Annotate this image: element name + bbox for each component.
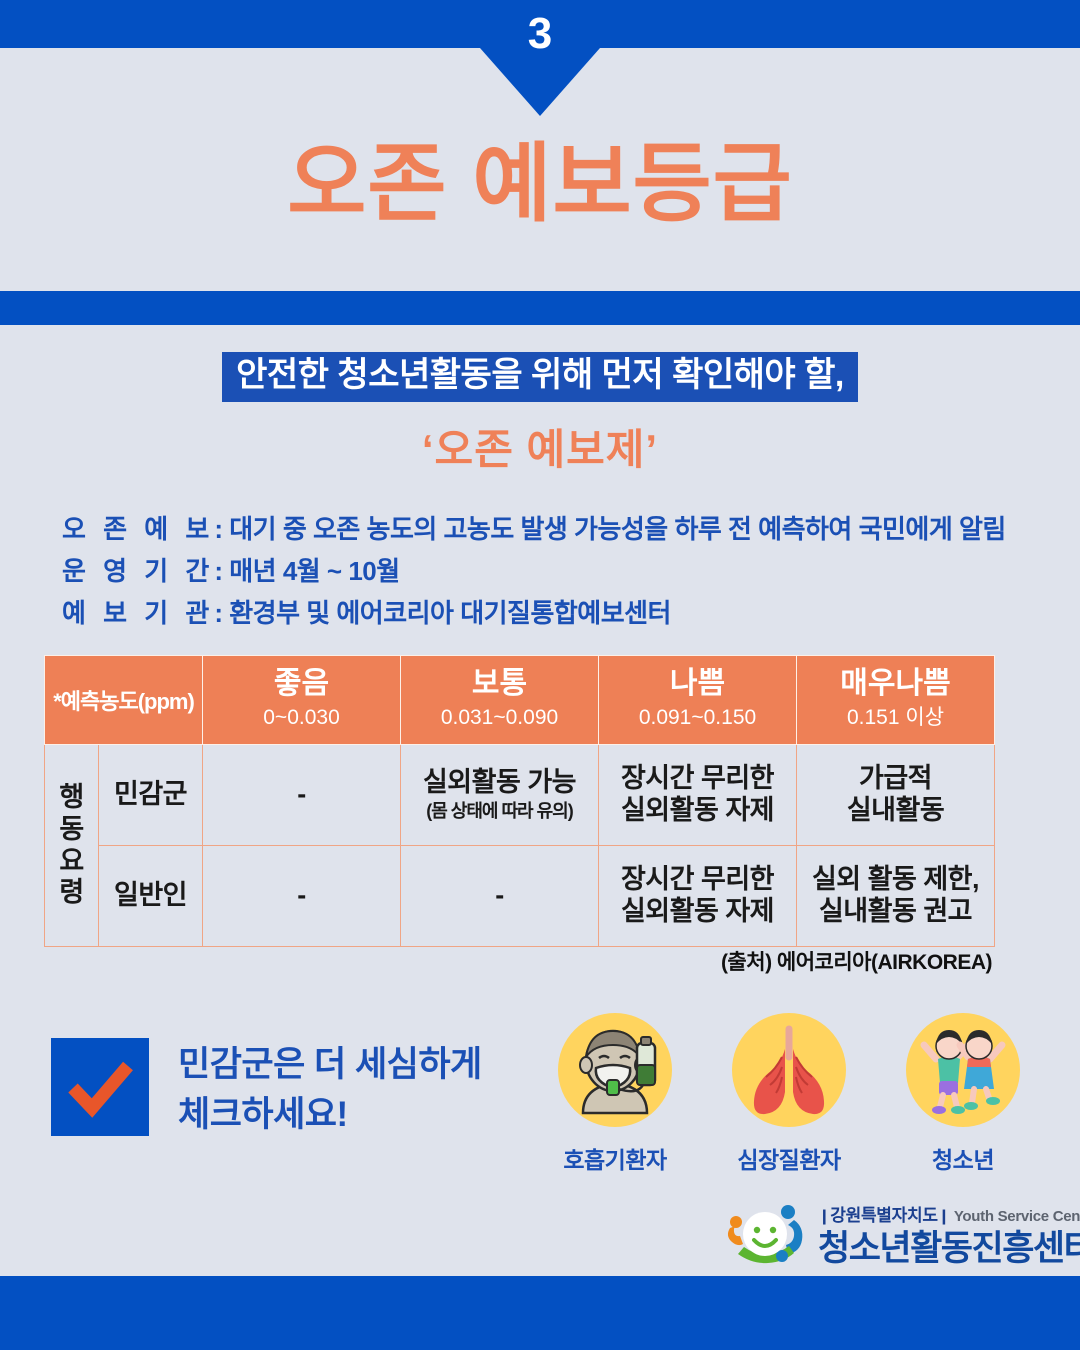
- description-label: 오 존 예 보: [62, 514, 215, 544]
- cell-general-bad: 장시간 무리한 실외활동 자제: [598, 845, 797, 947]
- row-group-char: 령: [59, 877, 84, 908]
- description-value: 대기 중 오존 농도의 고농도 발생 가능성을 하루 전 예측하여 국민에게 알…: [229, 514, 1006, 544]
- table-row: 일반인 - - 장시간 무리한 실외활동 자제 실외 활동 제한, 실내활동 권고: [45, 845, 995, 947]
- description-value: 환경부 및 에어코리아 대기질통합예보센터: [229, 598, 671, 629]
- page-title: 오존 예보등급: [287, 136, 793, 232]
- respiratory-patient-icon: [579, 1029, 657, 1115]
- cell-sub-text: (몸 상태에 따라 유의): [426, 801, 573, 822]
- cell-general-good: -: [202, 845, 401, 947]
- logo-pipe-right: ❙: [937, 1207, 951, 1225]
- icon-circle-background: [732, 1013, 846, 1127]
- sensitive-group-item: 심장질환자: [714, 1013, 864, 1175]
- description-line: 운 영 기 간: 매년 4월 ~ 10월: [62, 550, 1062, 592]
- cell-main-text: -: [495, 880, 504, 911]
- cell-main-text: -: [297, 880, 306, 911]
- callout-line-2: 체크하세요!: [178, 1094, 348, 1134]
- logo-english: Youth Service Center: [953, 1207, 1080, 1225]
- description-block: 오 존 예 보: 대기 중 오존 농도의 고농도 발생 가능성을 하루 전 예측…: [62, 508, 1062, 634]
- logo-region: 강원특별자치도: [830, 1205, 938, 1225]
- step-number: 3: [527, 9, 553, 58]
- cell-sensitive-good: -: [202, 744, 401, 846]
- sensitive-group-item: 청소년: [888, 1013, 1038, 1175]
- logo-organization: 청소년활동진흥센터: [818, 1228, 1080, 1268]
- youth-children-icon: [920, 1030, 1006, 1114]
- description-label: 운 영 기 간: [62, 556, 215, 587]
- ozone-forecast-table: *예측농도(ppm) 좋음 0~0.030 보통 0.031~0.090 나쁨 …: [44, 655, 995, 947]
- cell-general-moderate: -: [400, 845, 599, 947]
- youth-center-logo-icon: [727, 1205, 803, 1264]
- sensitive-group-label: 청소년: [932, 1147, 994, 1173]
- row-group-char: 요: [59, 845, 84, 876]
- divider-blue-bar: [0, 291, 1080, 325]
- grade-range: 0~0.030: [263, 705, 340, 729]
- table-row: 행 동 요 령 민감군 - 실외활동 가능 (몸 상태에 따라 유의) 장시간 …: [44, 744, 995, 947]
- cell-sensitive-moderate: 실외활동 가능 (몸 상태에 따라 유의): [400, 744, 599, 846]
- table-corner-label: *예측농도(ppm): [44, 655, 203, 745]
- subtitle-quote: ‘오존 예보제’: [421, 425, 659, 473]
- grade-name: 보통: [471, 667, 528, 700]
- row-group-label: 행 동 요 령: [44, 744, 99, 947]
- row-label-sensitive: 민감군: [98, 744, 203, 846]
- table-source-note: (출처) 에어코리아(AIRKOREA): [720, 951, 993, 974]
- column-header-good: 좋음 0~0.030: [202, 655, 401, 745]
- description-colon: :: [214, 556, 230, 587]
- logo-text-block: ❙강원특별자치도❙ Youth Service Center 청소년활동진흥센터: [818, 1207, 1080, 1266]
- cell-main-text: -: [297, 779, 306, 810]
- lungs-icon: [753, 1025, 825, 1115]
- row-label-general: 일반인: [98, 845, 203, 947]
- sensitive-group-icons: 호흡기환자 심장질환자: [540, 1013, 1040, 1175]
- callout-text: 민감군은 더 세심하게 체크하세요!: [178, 1040, 482, 1139]
- grade-range: 0.151 이상: [846, 705, 945, 729]
- cell-main-text: 실외활동 가능: [422, 767, 577, 798]
- grade-range: 0.031~0.090: [440, 705, 559, 729]
- cell-sensitive-very-bad: 가급적 실내활동: [796, 744, 995, 846]
- row-group-char: 동: [59, 813, 84, 844]
- column-header-moderate: 보통 0.031~0.090: [400, 655, 599, 745]
- grade-range: 0.091~0.150: [638, 705, 757, 729]
- description-colon: :: [214, 514, 230, 544]
- logo-pipe-left: ❙: [818, 1207, 831, 1225]
- cell-main-text: 실외 활동 제한, 실내활동 권고: [811, 864, 980, 926]
- cell-main-text: 장시간 무리한 실외활동 자제: [620, 763, 775, 825]
- top-blue-bar: [0, 0, 1080, 48]
- grade-name: 매우나쁨: [840, 667, 951, 700]
- icon-circle-background: [906, 1013, 1020, 1127]
- description-label: 예 보 기 관: [62, 598, 215, 629]
- step-pennant: 3: [480, 12, 600, 116]
- column-header-bad: 나쁨 0.091~0.150: [598, 655, 797, 745]
- cell-main-text: 장시간 무리한 실외활동 자제: [620, 864, 775, 926]
- pennant-shape: [480, 48, 600, 116]
- subtitle-block: 안전한 청소년활동을 위해 먼저 확인해야 할, ‘오존 예보제’: [0, 352, 1080, 477]
- description-line: 예 보 기 관: 환경부 및 에어코리아 대기질통합예보센터: [62, 592, 1062, 634]
- bottom-blue-bar: [0, 1276, 1080, 1350]
- check-mark-box: [51, 1038, 149, 1136]
- description-colon: :: [214, 598, 230, 629]
- callout-line-1: 민감군은 더 세심하게: [178, 1045, 482, 1084]
- footer-logo: ❙강원특별자치도❙ Youth Service Center 청소년활동진흥센터: [722, 1198, 1080, 1274]
- icon-circle-background: [558, 1013, 672, 1127]
- description-line: 오 존 예 보: 대기 중 오존 농도의 고농도 발생 가능성을 하루 전 예측…: [62, 508, 1062, 550]
- cell-sensitive-bad: 장시간 무리한 실외활동 자제: [598, 744, 797, 846]
- sensitive-group-label: 심장질환자: [737, 1147, 841, 1173]
- cell-general-very-bad: 실외 활동 제한, 실내활동 권고: [796, 845, 995, 947]
- cell-main-text: 가급적 실내활동: [846, 763, 945, 825]
- sensitive-group-item: 호흡기환자: [540, 1013, 690, 1175]
- column-header-very-bad: 매우나쁨 0.151 이상: [796, 655, 995, 745]
- logo-tagline: ❙강원특별자치도❙ Youth Service Center: [818, 1207, 1080, 1224]
- table-header-row: *예측농도(ppm) 좋음 0~0.030 보통 0.031~0.090 나쁨 …: [44, 655, 995, 745]
- sensitive-group-label: 호흡기환자: [563, 1147, 667, 1173]
- row-group-char: 행: [59, 781, 84, 812]
- description-value: 매년 4월 ~ 10월: [229, 556, 400, 587]
- grade-name: 나쁨: [669, 667, 726, 700]
- grade-name: 좋음: [273, 667, 330, 700]
- subtitle-highlight: 안전한 청소년활동을 위해 먼저 확인해야 할,: [222, 352, 858, 402]
- check-icon: [68, 1061, 133, 1118]
